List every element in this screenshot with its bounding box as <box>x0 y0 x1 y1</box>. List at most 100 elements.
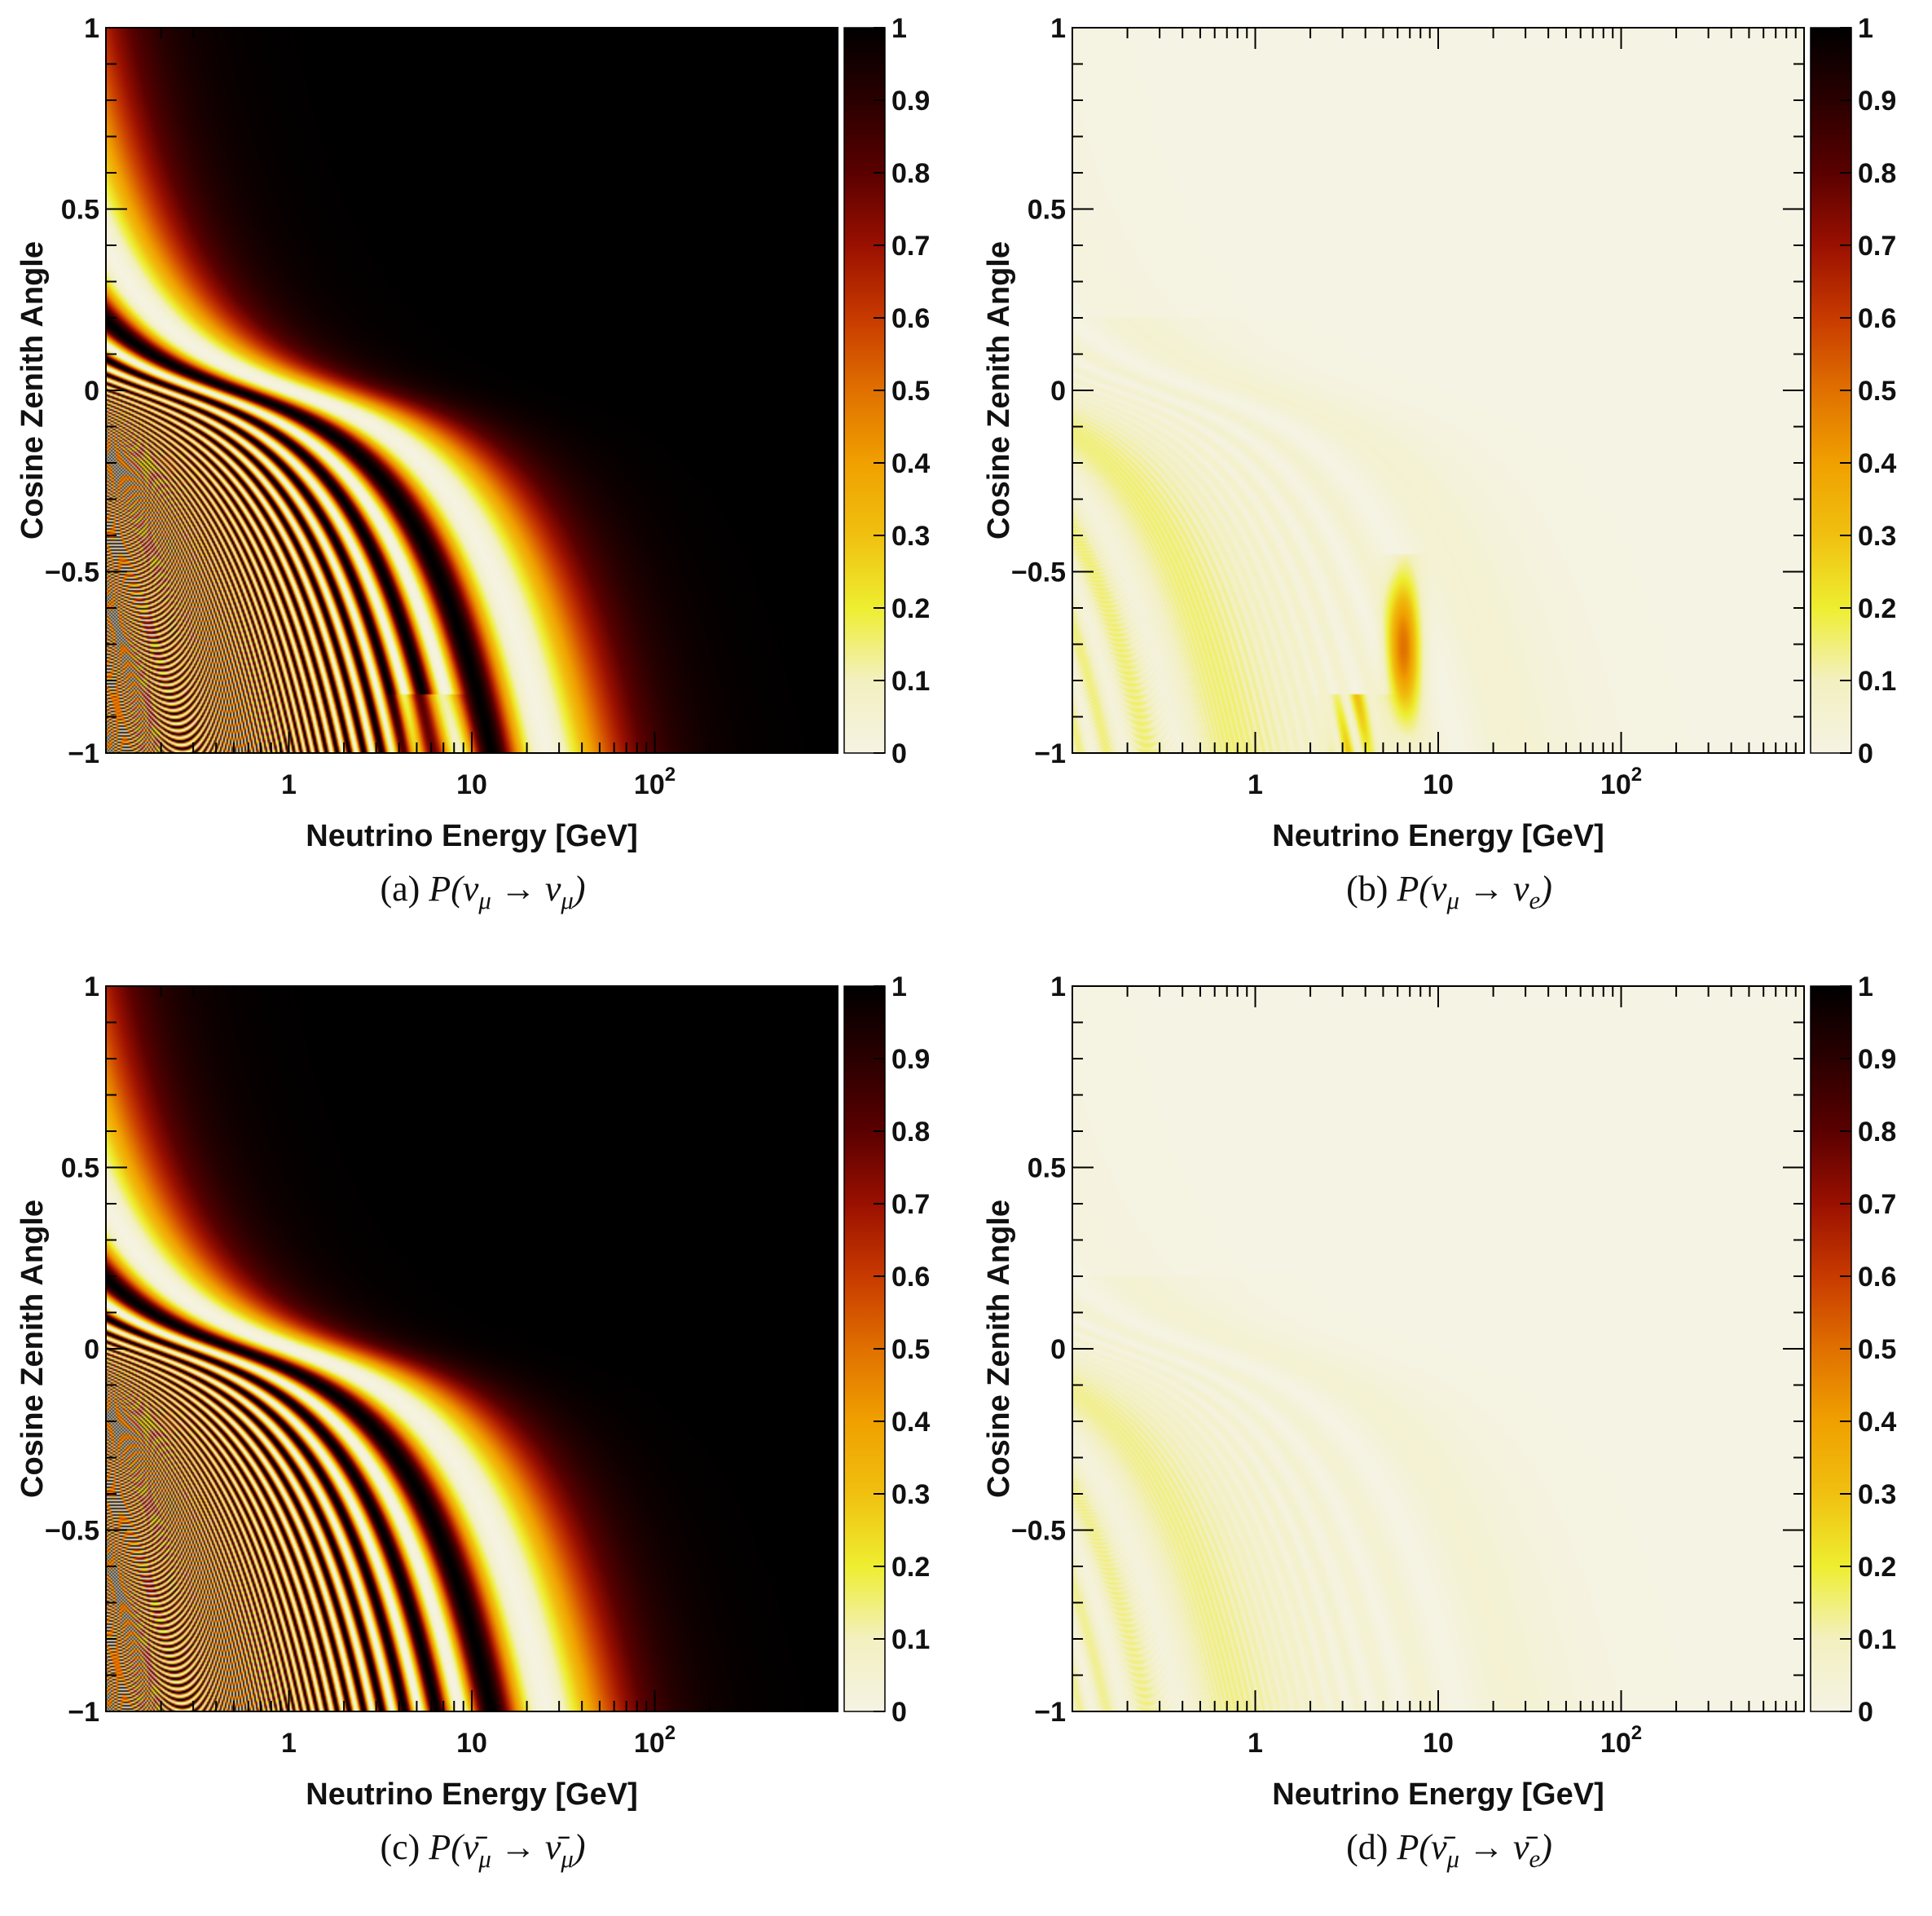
caption-c: (c) P(ν̄μ → ν̄μ) <box>0 1826 966 1874</box>
colorbar-tick-label: 0.2 <box>1858 1552 1896 1583</box>
colorbar-tick-label: 0.6 <box>891 303 930 334</box>
x-tick-label: 1 <box>281 769 297 800</box>
y-tick-label: 0.5 <box>61 1153 99 1184</box>
caption-sub1-a: μ <box>478 886 491 914</box>
panel-a: 1 10 102 1 0.5 0 −0.5 −1 Neutrino Energy [GeV] Co… <box>0 0 966 958</box>
colorbar-tick-label: 0.8 <box>891 1117 930 1147</box>
heatmap-image-a <box>106 28 838 753</box>
colorbar-tick-label: 1 <box>1858 971 1873 1002</box>
y-tick-label: 0 <box>84 376 99 407</box>
x-tick-label: 102 <box>1600 1722 1642 1759</box>
caption-sub1-c: μ <box>478 1844 491 1873</box>
colorbar-tick-label: 0.9 <box>891 1044 930 1075</box>
colorbar-tick-label: 0.8 <box>1858 1117 1896 1147</box>
colorbar-tick-label: 0.7 <box>1858 231 1896 262</box>
colorbar-tick-label: 0.1 <box>1858 666 1896 697</box>
colorbar-tick-label: 0.2 <box>1858 593 1896 624</box>
colorbar-tick-label: 0 <box>1858 738 1873 769</box>
x-tick-label-sup: 2 <box>665 1722 676 1744</box>
y-tick-label: 0 <box>84 1334 99 1365</box>
caption-close-d: ) <box>1540 1827 1552 1867</box>
colorbar-tick-label: 0.3 <box>891 1479 930 1510</box>
heatmap-image-c <box>106 986 838 1711</box>
colorbar-tick-label: 0 <box>891 738 907 769</box>
caption-close-c: ) <box>573 1827 586 1867</box>
colorbar-tick-label: 0.7 <box>891 231 930 262</box>
caption-arrow-c: → ν̄ <box>491 1827 561 1867</box>
caption-sub2-c: μ <box>561 1844 574 1873</box>
caption-a: (a) P(νμ → νμ) <box>0 868 966 915</box>
colorbar-tick-label: 0.4 <box>891 448 930 479</box>
colorbar-tick-label: 0.4 <box>891 1407 930 1438</box>
caption-close-a: ) <box>573 869 586 909</box>
colorbar-tick-label: 1 <box>1858 13 1873 44</box>
colorbar-tick-label: 0.7 <box>891 1189 930 1220</box>
caption-sub2-a: μ <box>561 886 574 914</box>
colorbar-tick-label: 0.6 <box>1858 1262 1896 1293</box>
panel-d: 1 10 102 1 0.5 0 −0.5 −1 Neutrino Energy [GeV] Co… <box>966 958 1932 1916</box>
y-tick-label: −0.5 <box>1011 1516 1066 1547</box>
caption-arrow-a: → ν <box>491 869 561 909</box>
x-tick-label: 1 <box>281 1728 297 1759</box>
y-tick-label: 1 <box>1050 971 1066 1002</box>
caption-d: (d) P(ν̄μ → ν̄e) <box>966 1826 1932 1874</box>
y-tick-label: −1 <box>68 1697 99 1728</box>
x-tick-label: 102 <box>1600 764 1642 800</box>
y-tick-label: 0 <box>1050 1334 1066 1365</box>
colorbar-tick-label: 0.1 <box>891 1624 930 1655</box>
x-axis-label: Neutrino Energy [GeV] <box>1272 819 1604 853</box>
caption-math-a: P(ν <box>429 869 479 909</box>
colorbar-tick-label: 1 <box>891 13 907 44</box>
x-tick-label-sup: 2 <box>1631 764 1642 786</box>
heatmap-image-d <box>1072 986 1804 1711</box>
y-tick-label: −0.5 <box>45 1516 99 1547</box>
caption-sub2-d: e <box>1529 1844 1541 1873</box>
y-axis-label: Cosine Zenith Angle <box>982 241 1016 540</box>
y-tick-label: 0 <box>1050 376 1066 407</box>
colorbar-tick-label: 0.2 <box>891 593 930 624</box>
y-tick-label: −1 <box>1034 1697 1066 1728</box>
x-tick-label: 10 <box>456 769 487 800</box>
caption-arrow-b: → ν <box>1459 869 1529 909</box>
colorbar-tick-label: 0.8 <box>891 158 930 189</box>
colorbar-tick-label: 0.9 <box>1858 1044 1896 1075</box>
colorbar-tick-label: 0.6 <box>891 1262 930 1293</box>
y-tick-label: 1 <box>1050 13 1066 44</box>
colorbar-tick-label: 0 <box>1858 1697 1873 1728</box>
y-tick-label: −1 <box>68 738 99 769</box>
colorbar-tick-label: 0.5 <box>1858 376 1896 407</box>
caption-math-d: P(ν̄ <box>1397 1827 1447 1867</box>
y-tick-label: 0.5 <box>1028 1153 1066 1184</box>
y-tick-label: 0.5 <box>61 195 99 226</box>
panel-c: 1 10 102 1 0.5 0 −0.5 −1 Neutrino Energy [GeV] Co… <box>0 958 966 1916</box>
caption-label-b: (b) <box>1346 869 1388 909</box>
caption-label-d: (d) <box>1346 1827 1388 1867</box>
y-tick-label: −1 <box>1034 738 1066 769</box>
x-tick-label-sup: 2 <box>665 764 676 786</box>
colorbar-tick-label: 0.1 <box>1858 1624 1896 1655</box>
colorbar-tick-label: 0.4 <box>1858 448 1896 479</box>
caption-label-c: (c) <box>380 1827 420 1867</box>
colorbar-tick-label: 0.7 <box>1858 1189 1896 1220</box>
x-tick-label: 1 <box>1248 769 1263 800</box>
y-tick-label: −0.5 <box>45 557 99 588</box>
colorbar-tick-label: 0.5 <box>1858 1334 1896 1365</box>
y-tick-label: 1 <box>84 13 99 44</box>
caption-sub1-d: μ <box>1446 1844 1459 1873</box>
caption-close-b: ) <box>1540 869 1552 909</box>
x-tick-label: 102 <box>634 1722 676 1759</box>
x-tick-label: 1 <box>1248 1728 1263 1759</box>
caption-sub2-b: e <box>1529 886 1541 914</box>
x-tick-label: 10 <box>1423 769 1454 800</box>
colorbar-tick-label: 0.9 <box>891 86 930 117</box>
colorbar-tick-label: 0.2 <box>891 1552 930 1583</box>
y-tick-label: −0.5 <box>1011 557 1066 588</box>
x-axis-label: Neutrino Energy [GeV] <box>1272 1777 1604 1812</box>
y-axis-label: Cosine Zenith Angle <box>15 1200 50 1498</box>
x-tick-label: 102 <box>634 764 676 800</box>
colorbar-tick-label: 0.3 <box>1858 521 1896 552</box>
